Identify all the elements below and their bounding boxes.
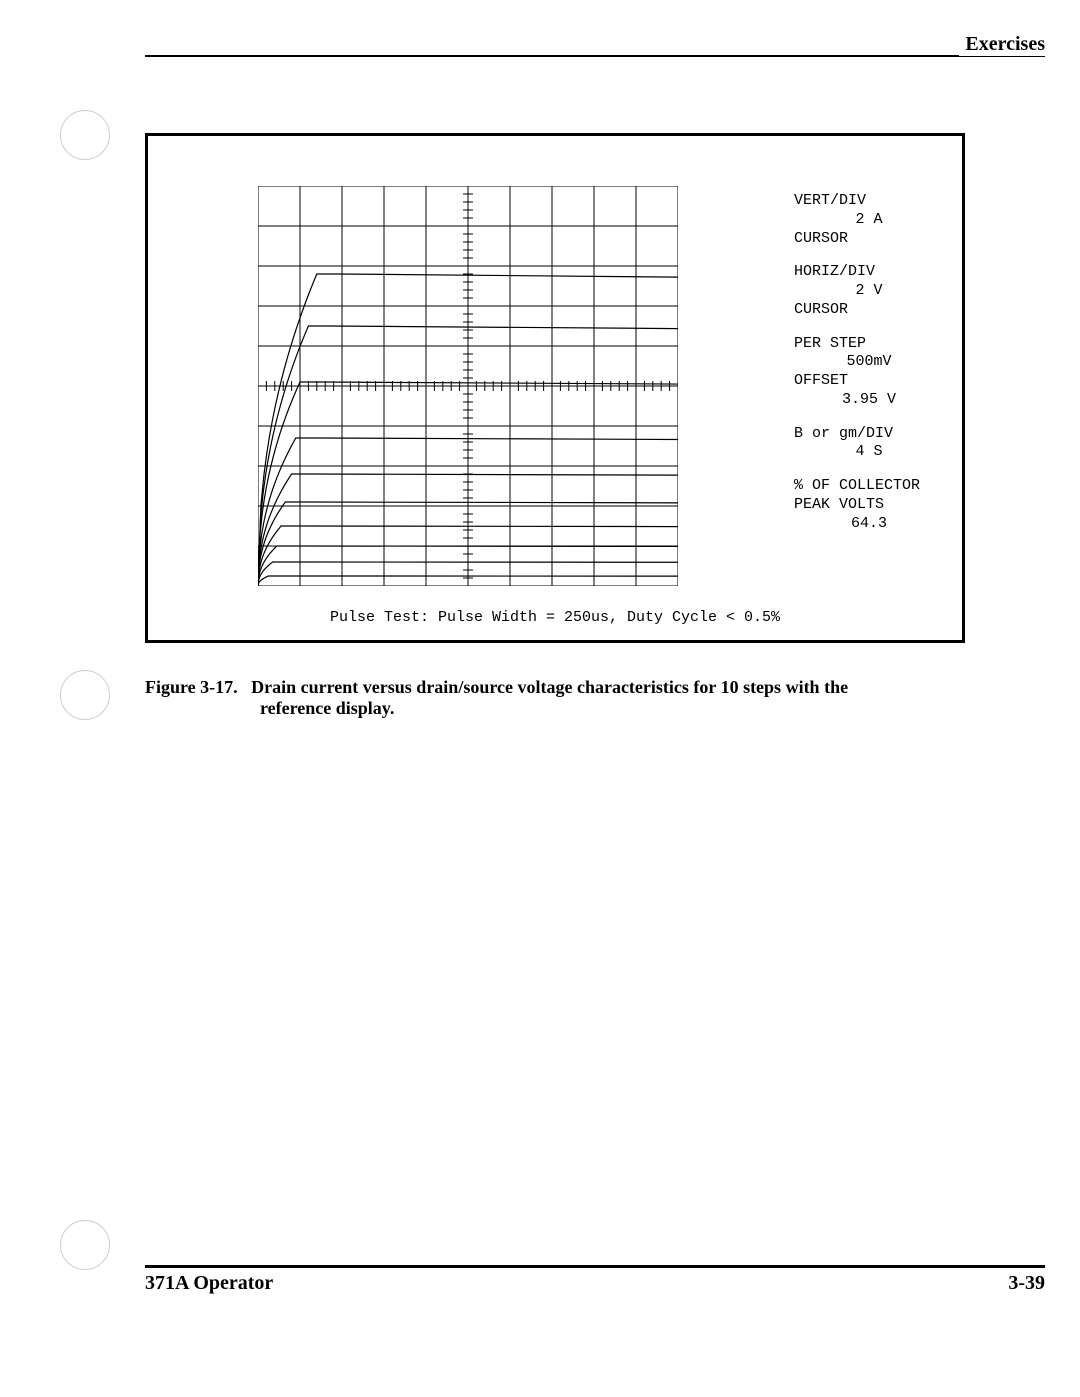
gm-div-value: 4 S (794, 443, 944, 462)
page-content: Exercises VERT/DIV 2 A CURSOR HORIZ/DIV … (145, 55, 1045, 1295)
chart-grid-area (258, 186, 678, 586)
curve-tracer-display: VERT/DIV 2 A CURSOR HORIZ/DIV 2 V CURSOR… (145, 133, 965, 643)
per-step-block: PER STEP 500mV OFFSET 3.95 V (794, 335, 944, 410)
section-title: Exercises (959, 33, 1045, 56)
offset-label: OFFSET (794, 372, 944, 391)
horiz-div-value: 2 V (794, 282, 944, 301)
figure-number: Figure 3-17. (145, 677, 238, 697)
page-header: Exercises (145, 55, 1045, 83)
pulse-test-label: Pulse Test: Pulse Width = 250us, Duty Cy… (148, 609, 962, 626)
cursor-label: CURSOR (794, 301, 944, 320)
horiz-div-label: HORIZ/DIV (794, 263, 944, 282)
offset-value: 3.95 V (794, 391, 944, 410)
horiz-div-block: HORIZ/DIV 2 V CURSOR (794, 263, 944, 319)
page-footer: 371A Operator 3-39 (145, 1265, 1045, 1295)
vert-div-value: 2 A (794, 211, 944, 230)
gm-div-block: B or gm/DIV 4 S (794, 425, 944, 463)
header-rule (145, 55, 1045, 57)
grid-svg (258, 186, 678, 586)
footer-right: 3-39 (1008, 1272, 1045, 1295)
collector-label-2: PEAK VOLTS (794, 496, 944, 515)
figure-caption: Figure 3-17. Drain current versus drain/… (145, 677, 965, 719)
footer-left: 371A Operator (145, 1272, 273, 1295)
caption-line-1: Drain current versus drain/source voltag… (251, 677, 848, 697)
punch-hole (60, 110, 110, 160)
per-step-label: PER STEP (794, 335, 944, 354)
footer-rule (145, 1265, 1045, 1268)
caption-line-2: reference display. (260, 698, 965, 719)
per-step-value: 500mV (794, 353, 944, 372)
measurement-info-panel: VERT/DIV 2 A CURSOR HORIZ/DIV 2 V CURSOR… (794, 192, 944, 533)
punch-hole (60, 1220, 110, 1270)
vert-div-block: VERT/DIV 2 A CURSOR (794, 192, 944, 248)
vert-div-label: VERT/DIV (794, 192, 944, 211)
collector-block: % OF COLLECTOR PEAK VOLTS 64.3 (794, 477, 944, 533)
cursor-label: CURSOR (794, 230, 944, 249)
collector-value: 64.3 (794, 515, 944, 534)
collector-label-1: % OF COLLECTOR (794, 477, 944, 496)
gm-div-label: B or gm/DIV (794, 425, 944, 444)
punch-hole (60, 670, 110, 720)
